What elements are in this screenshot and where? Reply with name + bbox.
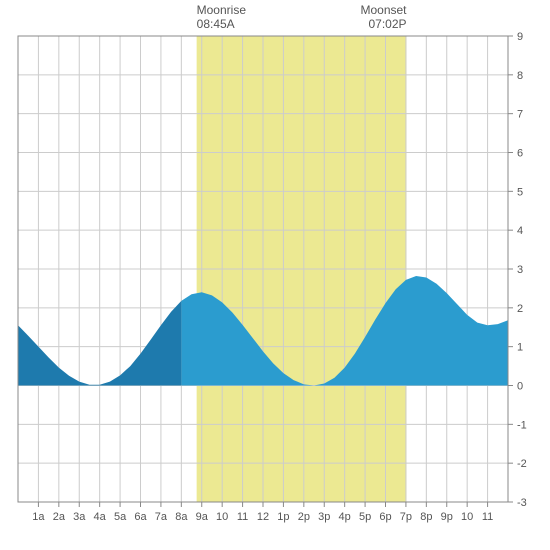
ytick-label: -2 bbox=[517, 458, 527, 470]
xtick-label: 11 bbox=[237, 511, 248, 523]
ytick-label: 6 bbox=[517, 148, 523, 160]
xtick-label: 7p bbox=[400, 511, 412, 523]
chart-svg: -3-2-101234567891a2a3a4a5a6a7a8a9a101112… bbox=[0, 0, 550, 550]
xtick-label: 4a bbox=[94, 511, 107, 523]
xtick-label: 1a bbox=[32, 511, 45, 523]
xtick-label: 8a bbox=[175, 511, 188, 523]
xtick-label: 2a bbox=[53, 511, 66, 523]
moonset-time: 07:02P bbox=[368, 17, 406, 31]
ytick-label: 2 bbox=[517, 303, 523, 315]
xtick-label: 12 bbox=[257, 511, 269, 523]
xtick-label: 9a bbox=[196, 511, 209, 523]
xtick-label: 5a bbox=[114, 511, 127, 523]
ytick-label: 5 bbox=[517, 186, 523, 198]
moonset-label: Moonset bbox=[360, 3, 407, 17]
xtick-label: 8p bbox=[420, 511, 432, 523]
xtick-label: 11 bbox=[482, 511, 493, 523]
ytick-label: -3 bbox=[517, 497, 527, 509]
ytick-label: 4 bbox=[517, 225, 523, 237]
xtick-label: 10 bbox=[461, 511, 473, 523]
xtick-label: 1p bbox=[277, 511, 289, 523]
ytick-label: 1 bbox=[517, 342, 523, 354]
ytick-label: 7 bbox=[517, 109, 523, 121]
xtick-label: 6a bbox=[134, 511, 147, 523]
xtick-label: 3p bbox=[318, 511, 330, 523]
xtick-label: 7a bbox=[155, 511, 168, 523]
ytick-label: 8 bbox=[517, 70, 523, 82]
moonrise-label: Moonrise bbox=[197, 3, 247, 17]
xtick-label: 2p bbox=[298, 511, 310, 523]
xtick-label: 9p bbox=[441, 511, 453, 523]
xtick-label: 3a bbox=[73, 511, 86, 523]
ytick-label: 9 bbox=[517, 31, 523, 43]
ytick-label: 0 bbox=[517, 381, 523, 393]
tide-chart: -3-2-101234567891a2a3a4a5a6a7a8a9a101112… bbox=[0, 0, 550, 550]
moonrise-time: 08:45A bbox=[197, 17, 235, 31]
xtick-label: 10 bbox=[216, 511, 228, 523]
xtick-label: 6p bbox=[379, 511, 391, 523]
xtick-label: 5p bbox=[359, 511, 371, 523]
ytick-label: 3 bbox=[517, 264, 523, 276]
ytick-label: -1 bbox=[517, 419, 527, 431]
xtick-label: 4p bbox=[339, 511, 351, 523]
